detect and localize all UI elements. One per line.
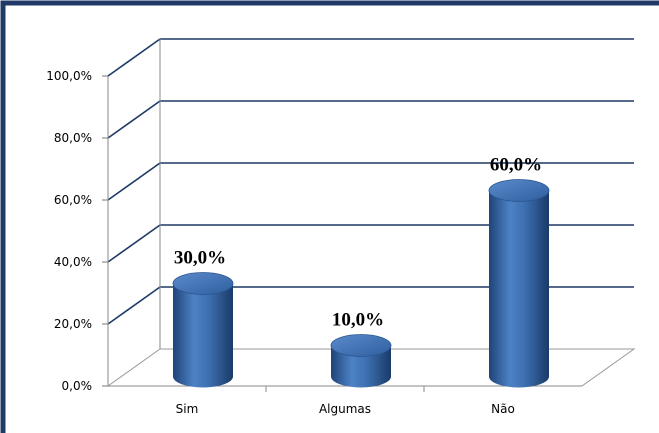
gridline-side [107, 162, 161, 201]
bar-algumas [330, 334, 392, 388]
x-tick-label: Sim [176, 402, 199, 416]
y-tick-label: 100,0% [46, 69, 92, 83]
gridline-side [107, 286, 161, 325]
data-label: 60,0% [490, 155, 542, 176]
y-tick-label: 40,0% [54, 255, 92, 269]
bar-top [330, 334, 392, 357]
bars [172, 179, 550, 388]
bar-top [488, 179, 550, 202]
bar-top [172, 272, 234, 295]
labels: 30,0% Sim 10,0% Algumas 60,0% Não [174, 155, 542, 417]
y-tick-label: 0,0% [62, 379, 93, 393]
data-label: 10,0% [332, 310, 384, 331]
y-tick-label: 60,0% [54, 193, 92, 207]
gridline-side [107, 38, 161, 77]
grid-layer [106, 38, 636, 387]
gridline-side [107, 100, 161, 139]
x-tick-label: Algumas [319, 402, 371, 416]
y-axis: 0,0% 20,0% 40,0% 60,0% 80,0% 100,0% [46, 39, 582, 393]
bar-sim [172, 272, 234, 388]
bar-não [488, 179, 550, 388]
bar-body [489, 190, 549, 388]
bar-body [331, 345, 391, 388]
y-tick-label: 80,0% [54, 131, 92, 145]
data-label: 30,0% [174, 248, 226, 269]
y-tick-label: 20,0% [54, 317, 92, 331]
x-tick-label: Não [491, 402, 515, 416]
gridline-side [107, 224, 161, 263]
bar-body [173, 283, 233, 388]
